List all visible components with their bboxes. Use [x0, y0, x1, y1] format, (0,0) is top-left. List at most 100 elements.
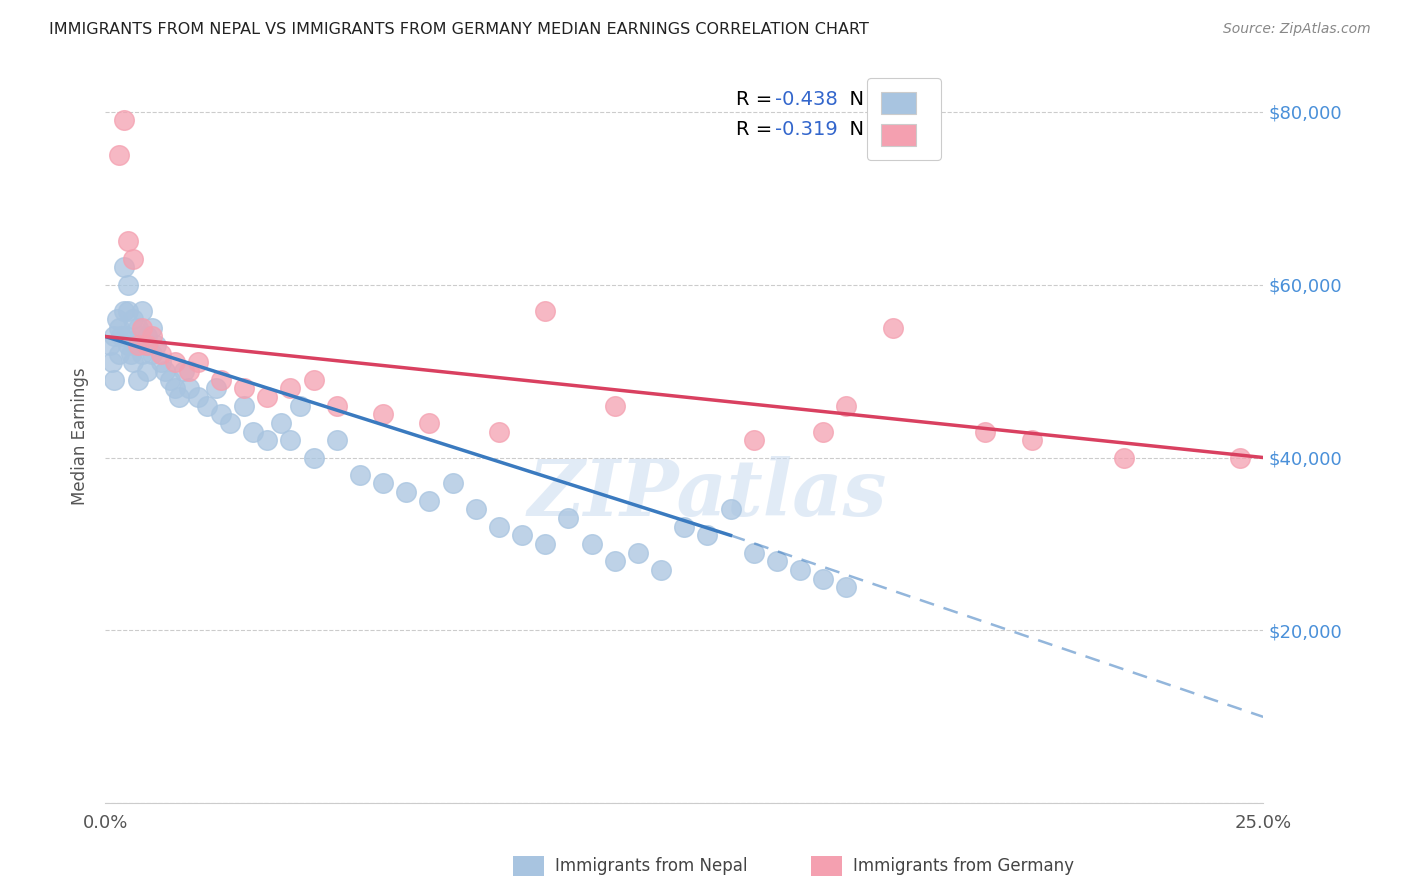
- Point: [326, 399, 349, 413]
- Point: [131, 303, 153, 318]
- Point: [124, 338, 146, 352]
- Point: [117, 277, 139, 292]
- Point: [163, 381, 186, 395]
- Point: [974, 425, 997, 439]
- Text: IMMIGRANTS FROM NEPAL VS IMMIGRANTS FROM GERMANY MEDIAN EARNINGS CORRELATION CHA: IMMIGRANTS FROM NEPAL VS IMMIGRANTS FROM…: [49, 22, 869, 37]
- Point: [108, 148, 131, 162]
- Point: [219, 416, 242, 430]
- Point: [789, 563, 811, 577]
- Point: [209, 373, 232, 387]
- Point: [288, 399, 311, 413]
- Point: [256, 434, 278, 448]
- Point: [187, 355, 209, 369]
- Point: [371, 407, 394, 421]
- Point: [627, 546, 650, 560]
- Point: [270, 416, 292, 430]
- Point: [242, 425, 264, 439]
- Point: [302, 373, 325, 387]
- Point: [187, 390, 209, 404]
- Point: [127, 373, 149, 387]
- Point: [603, 554, 626, 568]
- Point: [122, 252, 145, 266]
- Point: [169, 390, 191, 404]
- Point: [256, 390, 278, 404]
- Point: [141, 321, 163, 335]
- Point: [488, 425, 510, 439]
- Point: [280, 434, 302, 448]
- Point: [103, 329, 125, 343]
- Point: [103, 373, 125, 387]
- Point: [101, 355, 124, 369]
- Text: -0.319: -0.319: [775, 120, 837, 139]
- Text: 71: 71: [876, 90, 900, 109]
- Point: [441, 476, 464, 491]
- Point: [117, 303, 139, 318]
- Point: [177, 381, 200, 395]
- Point: [650, 563, 672, 577]
- Point: [811, 425, 834, 439]
- Point: [534, 537, 557, 551]
- Point: [112, 303, 135, 318]
- Point: [302, 450, 325, 465]
- Point: [742, 546, 765, 560]
- Point: [110, 329, 132, 343]
- Point: [173, 364, 195, 378]
- Point: [105, 312, 128, 326]
- Text: 31: 31: [876, 120, 900, 139]
- Text: ZIPatlas: ZIPatlas: [527, 457, 887, 533]
- Text: Immigrants from Germany: Immigrants from Germany: [853, 857, 1074, 875]
- Point: [418, 493, 440, 508]
- Point: [280, 381, 302, 395]
- Point: [233, 381, 256, 395]
- Point: [1021, 434, 1043, 448]
- Point: [127, 321, 149, 335]
- Point: [835, 580, 858, 594]
- Point: [131, 321, 153, 335]
- Point: [163, 355, 186, 369]
- Point: [1114, 450, 1136, 465]
- Point: [108, 321, 131, 335]
- Y-axis label: Median Earnings: Median Earnings: [72, 368, 89, 505]
- Point: [233, 399, 256, 413]
- Point: [145, 338, 167, 352]
- Point: [720, 502, 742, 516]
- Point: [98, 338, 121, 352]
- Point: [488, 519, 510, 533]
- Point: [149, 355, 172, 369]
- Point: [159, 373, 181, 387]
- Point: [141, 347, 163, 361]
- Point: [195, 399, 218, 413]
- Point: [117, 338, 139, 352]
- Point: [766, 554, 789, 568]
- Point: [673, 519, 696, 533]
- Text: N =: N =: [837, 120, 893, 139]
- Point: [534, 303, 557, 318]
- Point: [108, 347, 131, 361]
- Point: [134, 338, 156, 352]
- Text: Source: ZipAtlas.com: Source: ZipAtlas.com: [1223, 22, 1371, 37]
- Point: [742, 434, 765, 448]
- Legend: , : ,: [868, 78, 941, 160]
- Point: [177, 364, 200, 378]
- Point: [464, 502, 486, 516]
- Point: [141, 329, 163, 343]
- Point: [603, 399, 626, 413]
- Text: -0.438: -0.438: [775, 90, 837, 109]
- Point: [510, 528, 533, 542]
- Point: [117, 235, 139, 249]
- Point: [371, 476, 394, 491]
- Point: [205, 381, 228, 395]
- Point: [581, 537, 603, 551]
- Point: [326, 434, 349, 448]
- Point: [395, 485, 418, 500]
- Text: N =: N =: [837, 90, 893, 109]
- Point: [112, 260, 135, 275]
- Point: [349, 467, 371, 482]
- Point: [112, 113, 135, 128]
- Point: [696, 528, 718, 542]
- Text: R =: R =: [737, 120, 779, 139]
- Point: [127, 338, 149, 352]
- Point: [209, 407, 232, 421]
- Point: [1229, 450, 1251, 465]
- Point: [120, 347, 142, 361]
